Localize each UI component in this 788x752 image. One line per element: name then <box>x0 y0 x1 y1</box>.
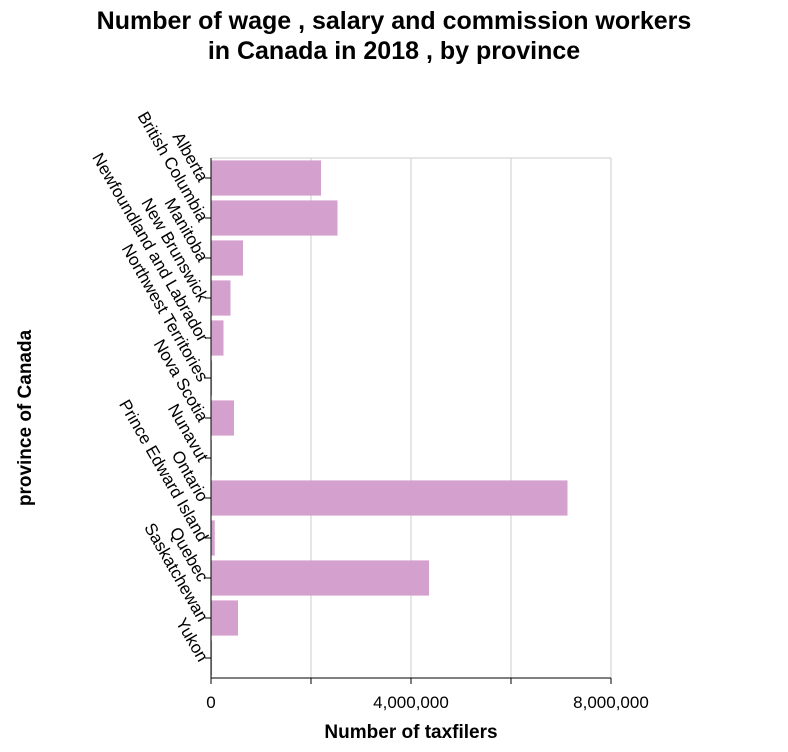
bar <box>211 320 224 356</box>
bar <box>211 160 321 196</box>
bar <box>211 200 338 236</box>
x-tick-labels: 0 4,000,000 8,000,000 <box>206 693 649 712</box>
bar <box>211 240 243 276</box>
bars <box>211 160 568 676</box>
x-axis-title: Number of taxfilers <box>324 722 497 743</box>
x-tick-label: 4,000,000 <box>373 693 449 712</box>
bar <box>211 280 231 316</box>
y-axis-title: province of Canada <box>15 329 36 506</box>
x-tick-label: 0 <box>206 693 215 712</box>
y-tick-label: Yukon <box>172 615 212 665</box>
bar <box>211 360 213 396</box>
bar <box>211 520 215 556</box>
gridlines <box>210 157 612 678</box>
chart-title: Number of wage , salary and commission w… <box>96 7 692 65</box>
bar <box>211 560 429 596</box>
x-tick-label: 8,000,000 <box>573 693 649 712</box>
bar <box>211 400 234 436</box>
bar <box>211 600 238 636</box>
axes <box>205 158 612 684</box>
bar <box>211 640 213 676</box>
bar <box>211 480 568 516</box>
